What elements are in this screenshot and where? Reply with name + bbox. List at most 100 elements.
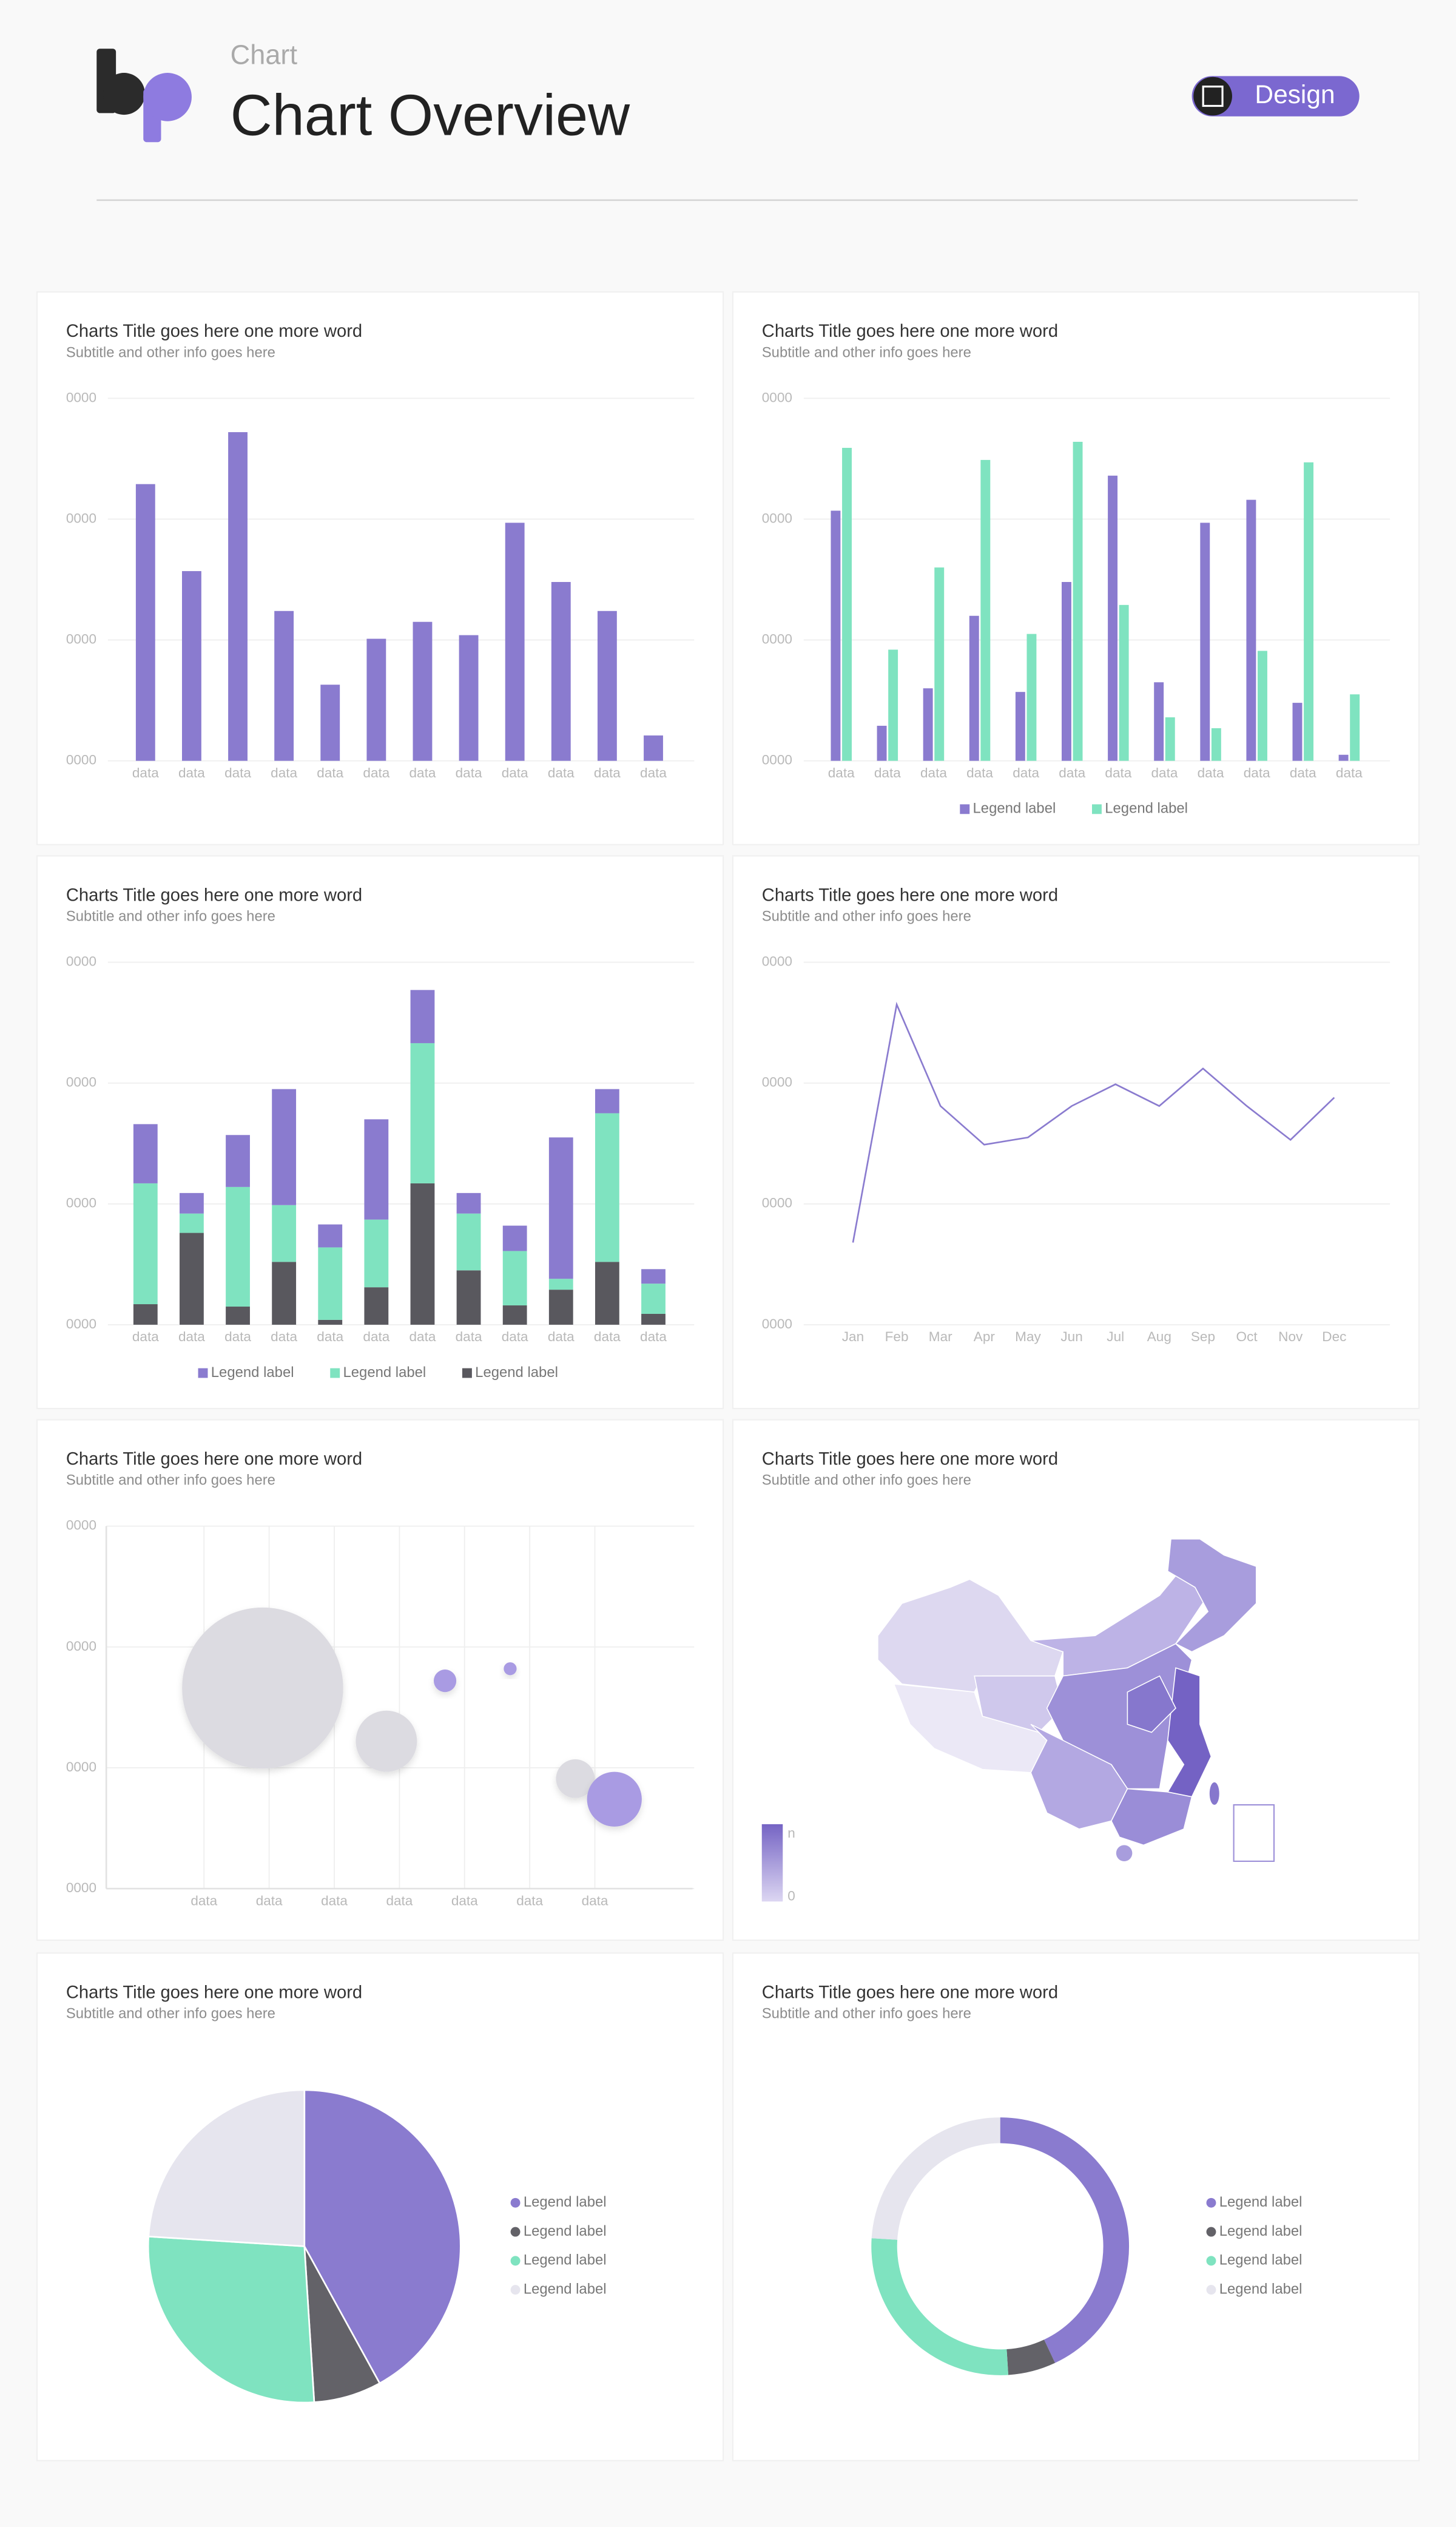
legend-swatch: [510, 2285, 521, 2295]
legend-label: Legend label: [211, 1364, 294, 1381]
bar-segment: [456, 1192, 481, 1214]
pie-slice: [303, 2089, 462, 2384]
x-tick-label: data: [1198, 765, 1224, 780]
bar: [551, 581, 571, 761]
badge-label[interactable]: Design: [1255, 80, 1335, 109]
bar-segment: [318, 1247, 343, 1320]
legend-swatch: [1206, 2197, 1216, 2208]
legend-label: Legend label: [524, 2194, 607, 2210]
bar: [1211, 728, 1221, 761]
bubble: [182, 1607, 343, 1769]
bar-segment: [548, 1279, 573, 1290]
bubble: [504, 1662, 517, 1676]
x-tick-label: data: [582, 1893, 608, 1908]
legend-label: Legend label: [973, 800, 1056, 817]
design-badge[interactable]: Design: [1191, 76, 1360, 117]
x-tick-label: data: [410, 765, 436, 780]
bar: [1073, 442, 1083, 761]
y-tick-label: 0000: [66, 390, 96, 405]
bar-segment: [364, 1287, 389, 1325]
x-tick-label: data: [190, 1893, 217, 1908]
chart-title: Charts Title goes here one more word: [66, 1983, 362, 2002]
x-tick-label: Sep: [1191, 1329, 1215, 1344]
x-tick-label: Oct: [1236, 1329, 1258, 1344]
bar-segment: [502, 1225, 527, 1251]
bar: [459, 635, 479, 761]
bar-segment: [595, 1262, 619, 1325]
bar-segment: [272, 1205, 297, 1262]
donut-segment: [1006, 2339, 1056, 2375]
x-tick-label: data: [966, 765, 993, 780]
bar: [1062, 581, 1071, 761]
bar: [969, 615, 979, 761]
x-tick-label: data: [1059, 765, 1085, 780]
bar: [366, 638, 386, 761]
legend-swatch: [510, 2256, 521, 2266]
x-tick-label: data: [271, 1329, 297, 1344]
bar: [1108, 475, 1118, 761]
y-tick-label: 0000: [66, 632, 96, 647]
bar-segment: [318, 1319, 343, 1325]
x-tick-label: data: [132, 765, 159, 780]
x-tick-label: Apr: [974, 1329, 996, 1344]
card: [36, 1419, 724, 1941]
y-tick-label: 0000: [66, 510, 96, 526]
x-tick-label: Aug: [1147, 1329, 1171, 1344]
bar: [980, 459, 991, 761]
bar: [1026, 634, 1037, 761]
legend-label: Legend label: [524, 2223, 607, 2239]
x-tick-label: data: [1244, 765, 1270, 780]
chart-title: Charts Title goes here one more word: [762, 322, 1058, 341]
chart-subtitle: Subtitle and other info goes here: [66, 1472, 275, 1489]
bar-segment: [548, 1290, 573, 1325]
legend-swatch: [1092, 804, 1102, 814]
bar-segment: [502, 1305, 527, 1325]
legend-label: Legend label: [343, 1364, 426, 1381]
bar-segment: [410, 990, 435, 1043]
x-tick-label: data: [502, 765, 528, 780]
bar-segment: [456, 1213, 481, 1271]
chart-subtitle: Subtitle and other info goes here: [66, 344, 275, 360]
x-tick-label: data: [874, 765, 901, 780]
bar-segment: [502, 1251, 527, 1306]
y-tick-label: 0000: [762, 390, 792, 405]
bar: [1015, 692, 1025, 761]
x-tick-label: data: [456, 765, 482, 780]
x-tick-label: data: [256, 1893, 283, 1908]
bar: [644, 735, 663, 761]
bar: [1338, 754, 1349, 761]
x-tick-label: Dec: [1322, 1329, 1346, 1344]
donut-segment: [871, 2117, 1000, 2240]
chart-subtitle: Subtitle and other info goes here: [762, 1472, 971, 1489]
x-tick-label: data: [224, 765, 251, 780]
bar-segment: [595, 1113, 619, 1262]
bar: [1154, 682, 1164, 761]
legend-swatch: [462, 1368, 472, 1378]
chart-subtitle: Subtitle and other info goes here: [762, 908, 971, 925]
bar: [320, 685, 340, 761]
bubble: [587, 1771, 642, 1827]
bar-segment: [226, 1307, 250, 1325]
pie-slice: [147, 2235, 315, 2404]
x-tick-label: data: [317, 765, 343, 780]
x-tick-label: data: [178, 1329, 205, 1344]
bubble: [356, 1710, 417, 1772]
bar: [934, 567, 945, 761]
bar: [842, 447, 852, 761]
y-tick-label: 0000: [66, 953, 96, 969]
bar: [1304, 462, 1314, 761]
x-tick-label: data: [451, 1893, 478, 1908]
x-tick-label: data: [386, 1893, 413, 1908]
bar: [1200, 523, 1210, 761]
y-tick-label: 0000: [66, 753, 96, 768]
chart-subtitle: Subtitle and other info goes here: [762, 2005, 971, 2021]
bar-segment: [133, 1304, 158, 1325]
x-tick-label: data: [224, 1329, 251, 1344]
bar: [182, 571, 201, 761]
bar-segment: [595, 1089, 619, 1114]
x-tick-label: data: [317, 1329, 343, 1344]
chart-title: Charts Title goes here one more word: [66, 322, 362, 341]
bar: [877, 725, 887, 761]
x-tick-label: Feb: [885, 1329, 909, 1344]
